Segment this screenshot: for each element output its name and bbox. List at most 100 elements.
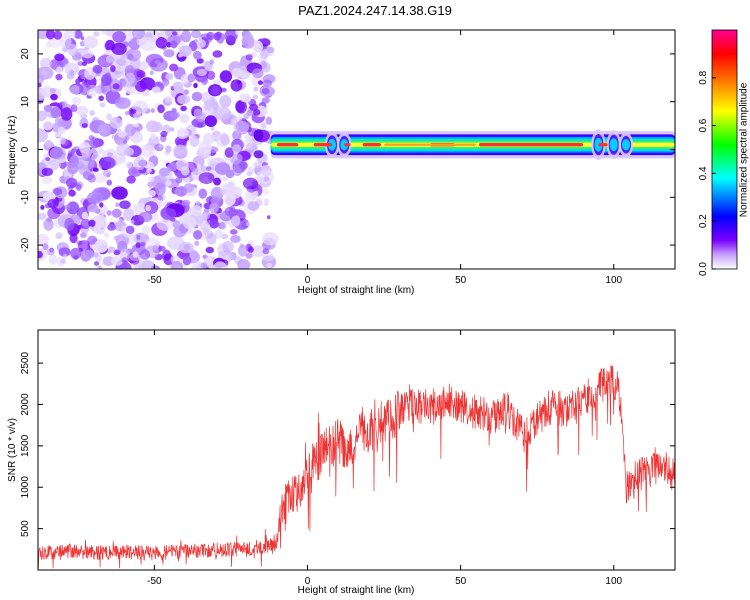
spectrogram-noise-blob (70, 247, 82, 260)
spectrogram-noise-blob (251, 68, 264, 79)
spectrogram-noise-blob (244, 139, 253, 150)
spectrogram-noise-blob (132, 251, 139, 258)
spectrogram-noise-blob (124, 72, 136, 85)
spectrogram-noise-blob (235, 30, 240, 35)
x-tick-label: 0 (305, 275, 311, 286)
spectrogram-noise-blob (106, 113, 112, 121)
spectrogram-noise-blob (111, 208, 122, 218)
x-tick-label: 100 (605, 275, 622, 286)
spectrogram-x-ticks: -50 0 50 100 (147, 30, 623, 286)
colorbar-tick-label: 0.2 (698, 214, 709, 228)
spectrogram-noise-blob (87, 235, 98, 245)
spectrogram-noise-blob (262, 188, 269, 195)
spectrogram-noise-blob (176, 127, 189, 139)
spectrogram-noise-blob (250, 245, 266, 257)
spectrogram-noise-blob (149, 150, 153, 155)
spectrogram-noise-blob (181, 166, 190, 176)
spectrogram-noise-blob (180, 105, 187, 112)
spectrogram-noise-blob (173, 81, 184, 91)
spectrogram-noise-blob (81, 61, 88, 66)
spectrogram-noise-blob (49, 146, 66, 160)
spectrogram-noise-blob (261, 62, 271, 73)
spectrogram-noise-blob (151, 265, 160, 269)
spectrogram-noise-blob (125, 111, 130, 116)
spectrogram-noise-blob (87, 88, 97, 97)
spectrogram-noise-blob (224, 30, 238, 43)
spectrogram-noise-blob (111, 42, 127, 56)
colorbar-tick-label: 0.8 (698, 70, 709, 84)
colorbar: 0.0 0.2 0.4 0.6 0.8 Normalized spectral ampl… (698, 29, 750, 276)
snr-y-label: SNR (10 * v/v) (7, 418, 18, 482)
snr-frame (37, 329, 676, 571)
spectrogram-noise-blob (93, 31, 100, 37)
y-tick-label: -20 (20, 237, 31, 252)
spectrogram-noise-blob (255, 170, 275, 184)
spectrogram-noise-blob (106, 179, 113, 186)
spectrogram-noise-blob (154, 182, 166, 196)
spectrogram-noise-blob (49, 87, 56, 94)
spectrogram-noise-blob (113, 249, 121, 256)
y-tick-label: 1500 (20, 434, 31, 457)
spectrogram-noise-blob (209, 202, 219, 214)
spectrogram-noise-blob (150, 133, 157, 139)
spectrogram-noise-blob (69, 155, 79, 168)
spectrogram-noise-blob (253, 129, 264, 142)
spectrogram-noise-blob (46, 248, 55, 256)
spectrogram-noise-blob (155, 81, 162, 86)
y-tick-label: 2000 (20, 393, 31, 416)
spectrogram-noise-blob (221, 176, 228, 182)
y-tick-label: 10 (20, 96, 31, 108)
spectrogram-noise-blob (155, 240, 161, 247)
spectrogram-noise-blob (61, 100, 68, 107)
spectrogram-noise-blob (206, 70, 216, 80)
spectrogram-noise-blob (245, 252, 253, 259)
spectrogram-noise-blob (160, 207, 177, 221)
spectrogram-noise-blob (158, 245, 166, 252)
figure-title: PAZ1.2024.247.14.38.G19 (298, 3, 452, 18)
spectrogram-noise-blob (132, 30, 146, 40)
spectrogram-noise-blob (193, 230, 203, 240)
spectrogram-noise-blob (264, 240, 270, 245)
spectrogram-noise-blob (237, 244, 248, 257)
spectrogram-noise-blob (98, 148, 105, 155)
spectrogram-noise-blob (38, 234, 49, 245)
spectrogram-noise-blob (193, 50, 202, 60)
spectrogram-signal-core (384, 143, 476, 146)
spectrogram-noise-blob (245, 221, 251, 227)
y-tick-label: 0 (20, 146, 31, 152)
spectrogram-noise-blob (75, 183, 82, 191)
spectrogram-noise-blob (213, 32, 221, 41)
spectrogram-noise-blob (111, 256, 124, 266)
spectrogram-noise-blob (113, 235, 120, 241)
spectrogram-noise-blob (81, 49, 94, 59)
spectrogram-noise-blob (238, 161, 248, 170)
spectrogram-noise-blob (157, 194, 163, 201)
spectrogram-noise-blob (43, 104, 53, 112)
spectrogram-noise-blob (219, 95, 232, 108)
spectrogram-noise-blob (110, 65, 116, 73)
spectrogram-noise-blob (233, 120, 250, 134)
spectrogram-noise-blob (126, 48, 142, 62)
spectrogram-signal-core (344, 143, 351, 147)
spectrogram-noise-blob (69, 85, 81, 95)
spectrogram-noise-blob (97, 265, 103, 269)
snr-x-label: Height of straight line (km) (298, 585, 415, 596)
spectrogram-noise-blob (99, 209, 106, 216)
spectrogram-noise-blob (181, 199, 191, 207)
spectrogram-noise-blob (80, 36, 85, 41)
spectrogram-noise-blob (230, 153, 243, 165)
spectrogram-y-label: Frequency (Hz) (7, 116, 18, 185)
spectrogram-noise-blob (211, 85, 220, 96)
spectrogram-noise-blob (70, 104, 78, 113)
spectrogram-noise-blob (87, 203, 99, 213)
spectrogram-noise-blob (125, 225, 135, 234)
spectrogram-noise-blob (157, 104, 165, 114)
x-tick-label: 0 (305, 576, 311, 587)
spectrogram-noise-blob (187, 73, 196, 83)
spectrogram-noise-blob (112, 83, 120, 90)
spectrogram-noise-blob (59, 35, 72, 49)
spectrogram-noise-blob (210, 196, 221, 205)
spectrogram-noise-blob (39, 88, 46, 94)
spectrogram-noise-blob (262, 248, 270, 255)
spectrogram-noise-blob (95, 254, 102, 263)
